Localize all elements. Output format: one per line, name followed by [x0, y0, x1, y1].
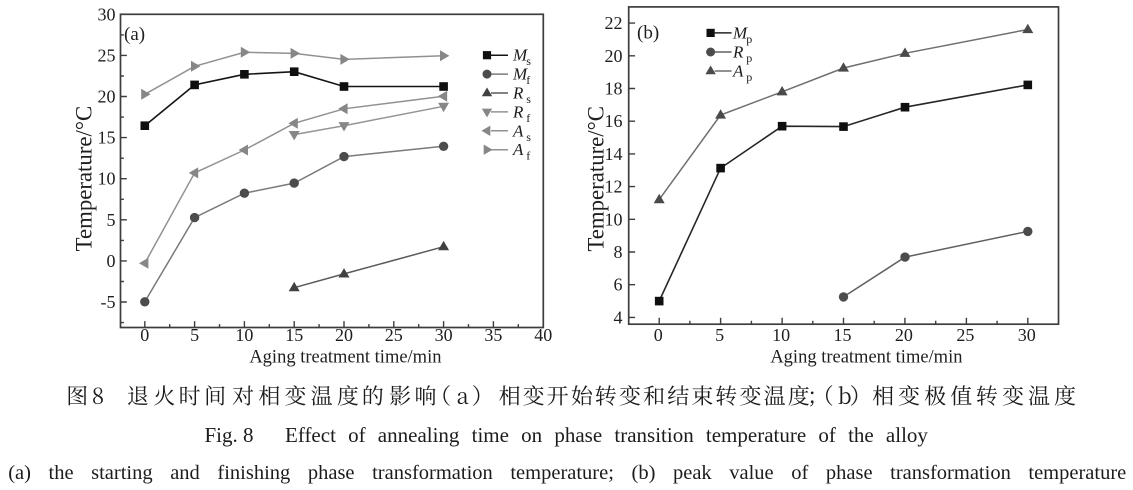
svg-text:5: 5 — [107, 210, 116, 230]
svg-text:f: f — [526, 73, 530, 87]
svg-text:20: 20 — [895, 325, 913, 345]
svg-text:Temperature/°C: Temperature/°C — [72, 106, 97, 252]
svg-text:M: M — [732, 23, 748, 42]
svg-text:25: 25 — [956, 325, 974, 345]
svg-text:Aging treatment time/min: Aging treatment time/min — [249, 347, 441, 367]
svg-text:5: 5 — [715, 325, 724, 345]
svg-text:A: A — [732, 62, 744, 81]
svg-text:6: 6 — [614, 275, 623, 295]
svg-text:22: 22 — [605, 13, 623, 33]
svg-text:14: 14 — [605, 144, 623, 164]
svg-text:R: R — [512, 84, 524, 103]
svg-text:0: 0 — [107, 251, 116, 271]
svg-text:Aging treatment time/min: Aging treatment time/min — [770, 347, 962, 367]
svg-text:40: 40 — [534, 325, 552, 345]
svg-text:18: 18 — [605, 79, 623, 99]
svg-text:p: p — [746, 32, 752, 46]
svg-text:f: f — [526, 149, 530, 163]
svg-text:10: 10 — [98, 169, 116, 189]
svg-text:8: 8 — [614, 242, 623, 262]
svg-text:35: 35 — [484, 325, 502, 345]
svg-text:25: 25 — [385, 325, 403, 345]
svg-text:12: 12 — [605, 177, 623, 197]
svg-text:s: s — [526, 130, 531, 144]
svg-text:s: s — [526, 92, 531, 106]
svg-text:10: 10 — [605, 209, 623, 229]
svg-text:A: A — [512, 140, 524, 159]
svg-text:20: 20 — [605, 46, 623, 66]
svg-text:Effect of annealing time on ph: Effect of annealing time on phase transi… — [285, 423, 928, 447]
svg-text:15: 15 — [834, 325, 852, 345]
svg-text:-5: -5 — [101, 292, 116, 312]
svg-text:20: 20 — [335, 325, 353, 345]
svg-text:p: p — [746, 70, 752, 84]
svg-text:30: 30 — [435, 325, 453, 345]
svg-text:0: 0 — [140, 325, 149, 345]
svg-text:Temperature/°C: Temperature/°C — [584, 106, 609, 252]
svg-text:(b): (b) — [637, 23, 659, 44]
svg-text:(a) the starting and finishing: (a) the starting and finishing phase tra… — [8, 462, 1126, 484]
svg-text:5: 5 — [190, 325, 199, 345]
svg-text:M: M — [512, 65, 528, 84]
svg-text:0: 0 — [654, 325, 663, 345]
svg-text:Fig. 8: Fig. 8 — [205, 423, 254, 447]
svg-text:p: p — [746, 51, 752, 65]
svg-text:10: 10 — [772, 325, 790, 345]
svg-text:15: 15 — [285, 325, 303, 345]
svg-text:R: R — [732, 43, 744, 62]
svg-text:f: f — [526, 111, 530, 125]
svg-text:s: s — [526, 54, 531, 68]
svg-text:4: 4 — [614, 307, 623, 327]
svg-text:(a): (a) — [124, 24, 145, 45]
svg-text:16: 16 — [605, 111, 623, 131]
svg-text:R: R — [512, 102, 524, 121]
svg-text:15: 15 — [98, 128, 116, 148]
svg-text:25: 25 — [98, 45, 116, 65]
svg-text:10: 10 — [235, 325, 253, 345]
svg-text:M: M — [512, 46, 528, 65]
svg-text:20: 20 — [98, 87, 116, 107]
svg-text:30: 30 — [1018, 325, 1036, 345]
svg-text:A: A — [512, 121, 524, 140]
svg-text:30: 30 — [98, 4, 116, 24]
